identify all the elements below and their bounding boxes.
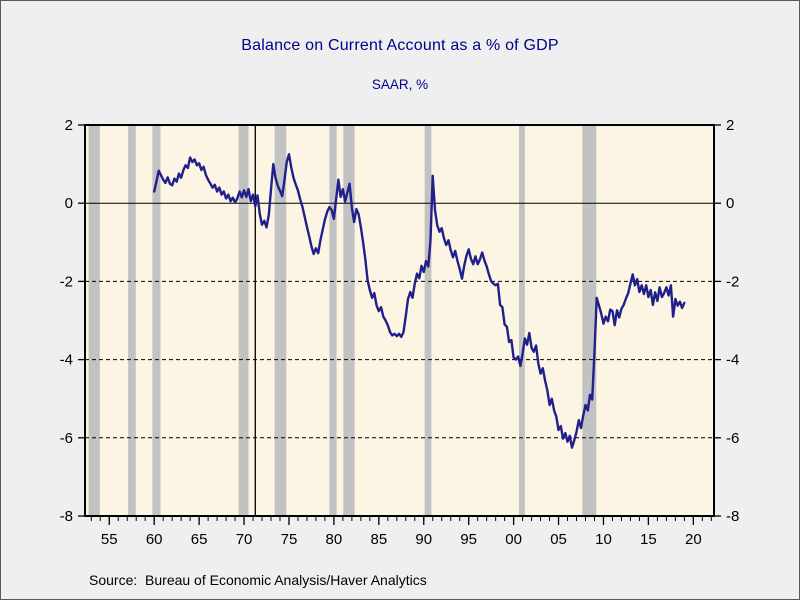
x-tick-label: 80 bbox=[326, 531, 343, 548]
y-tick-label-left: -4 bbox=[60, 352, 73, 369]
recession-band bbox=[424, 125, 432, 516]
y-tick-label-right: -4 bbox=[726, 352, 739, 369]
data-line bbox=[152, 153, 686, 449]
x-tick-label: 55 bbox=[101, 531, 118, 548]
x-tick-label: 10 bbox=[595, 531, 612, 548]
plot-frame bbox=[84, 124, 715, 517]
x-tick-label: 00 bbox=[505, 531, 522, 548]
recession-band bbox=[88, 125, 100, 516]
x-tick-label: 75 bbox=[281, 531, 298, 548]
source-note: Source: Bureau of Economic Analysis/Have… bbox=[89, 572, 427, 588]
x-tick-label: 60 bbox=[146, 531, 163, 548]
recession-band bbox=[128, 125, 136, 516]
x-tick-label: 15 bbox=[640, 531, 657, 548]
y-tick-label-right: -2 bbox=[726, 273, 739, 290]
plot-background bbox=[85, 125, 714, 516]
recession-band bbox=[152, 125, 161, 516]
y-tick-label-right: -8 bbox=[726, 508, 739, 525]
y-tick-label-right: 0 bbox=[726, 195, 734, 212]
y-tick-label-right: 2 bbox=[726, 117, 734, 134]
y-tick-label-left: 2 bbox=[65, 117, 73, 134]
x-tick-label: 85 bbox=[370, 531, 387, 548]
recession-band bbox=[519, 125, 525, 516]
x-tick-label: 20 bbox=[685, 531, 702, 548]
chart-subtitle: SAAR, % bbox=[371, 77, 429, 92]
x-tick-label: 65 bbox=[191, 531, 208, 548]
y-tick-label-left: -6 bbox=[60, 430, 73, 447]
recession-band bbox=[238, 125, 249, 516]
x-tick-label: 70 bbox=[236, 531, 253, 548]
chart-title: Balance on Current Account as a % of GDP bbox=[241, 37, 559, 54]
y-tick-label-left: -2 bbox=[60, 273, 73, 290]
recession-band bbox=[329, 125, 337, 516]
x-tick-label: 95 bbox=[460, 531, 477, 548]
y-tick-label-left: 0 bbox=[65, 195, 73, 212]
recession-band bbox=[582, 125, 597, 516]
recession-band bbox=[343, 125, 355, 516]
x-tick-label: 90 bbox=[415, 531, 432, 548]
x-tick-label: 05 bbox=[550, 531, 567, 548]
y-tick-label-right: -6 bbox=[726, 430, 739, 447]
y-tick-label-left: -8 bbox=[60, 508, 73, 525]
recession-band bbox=[274, 125, 287, 516]
